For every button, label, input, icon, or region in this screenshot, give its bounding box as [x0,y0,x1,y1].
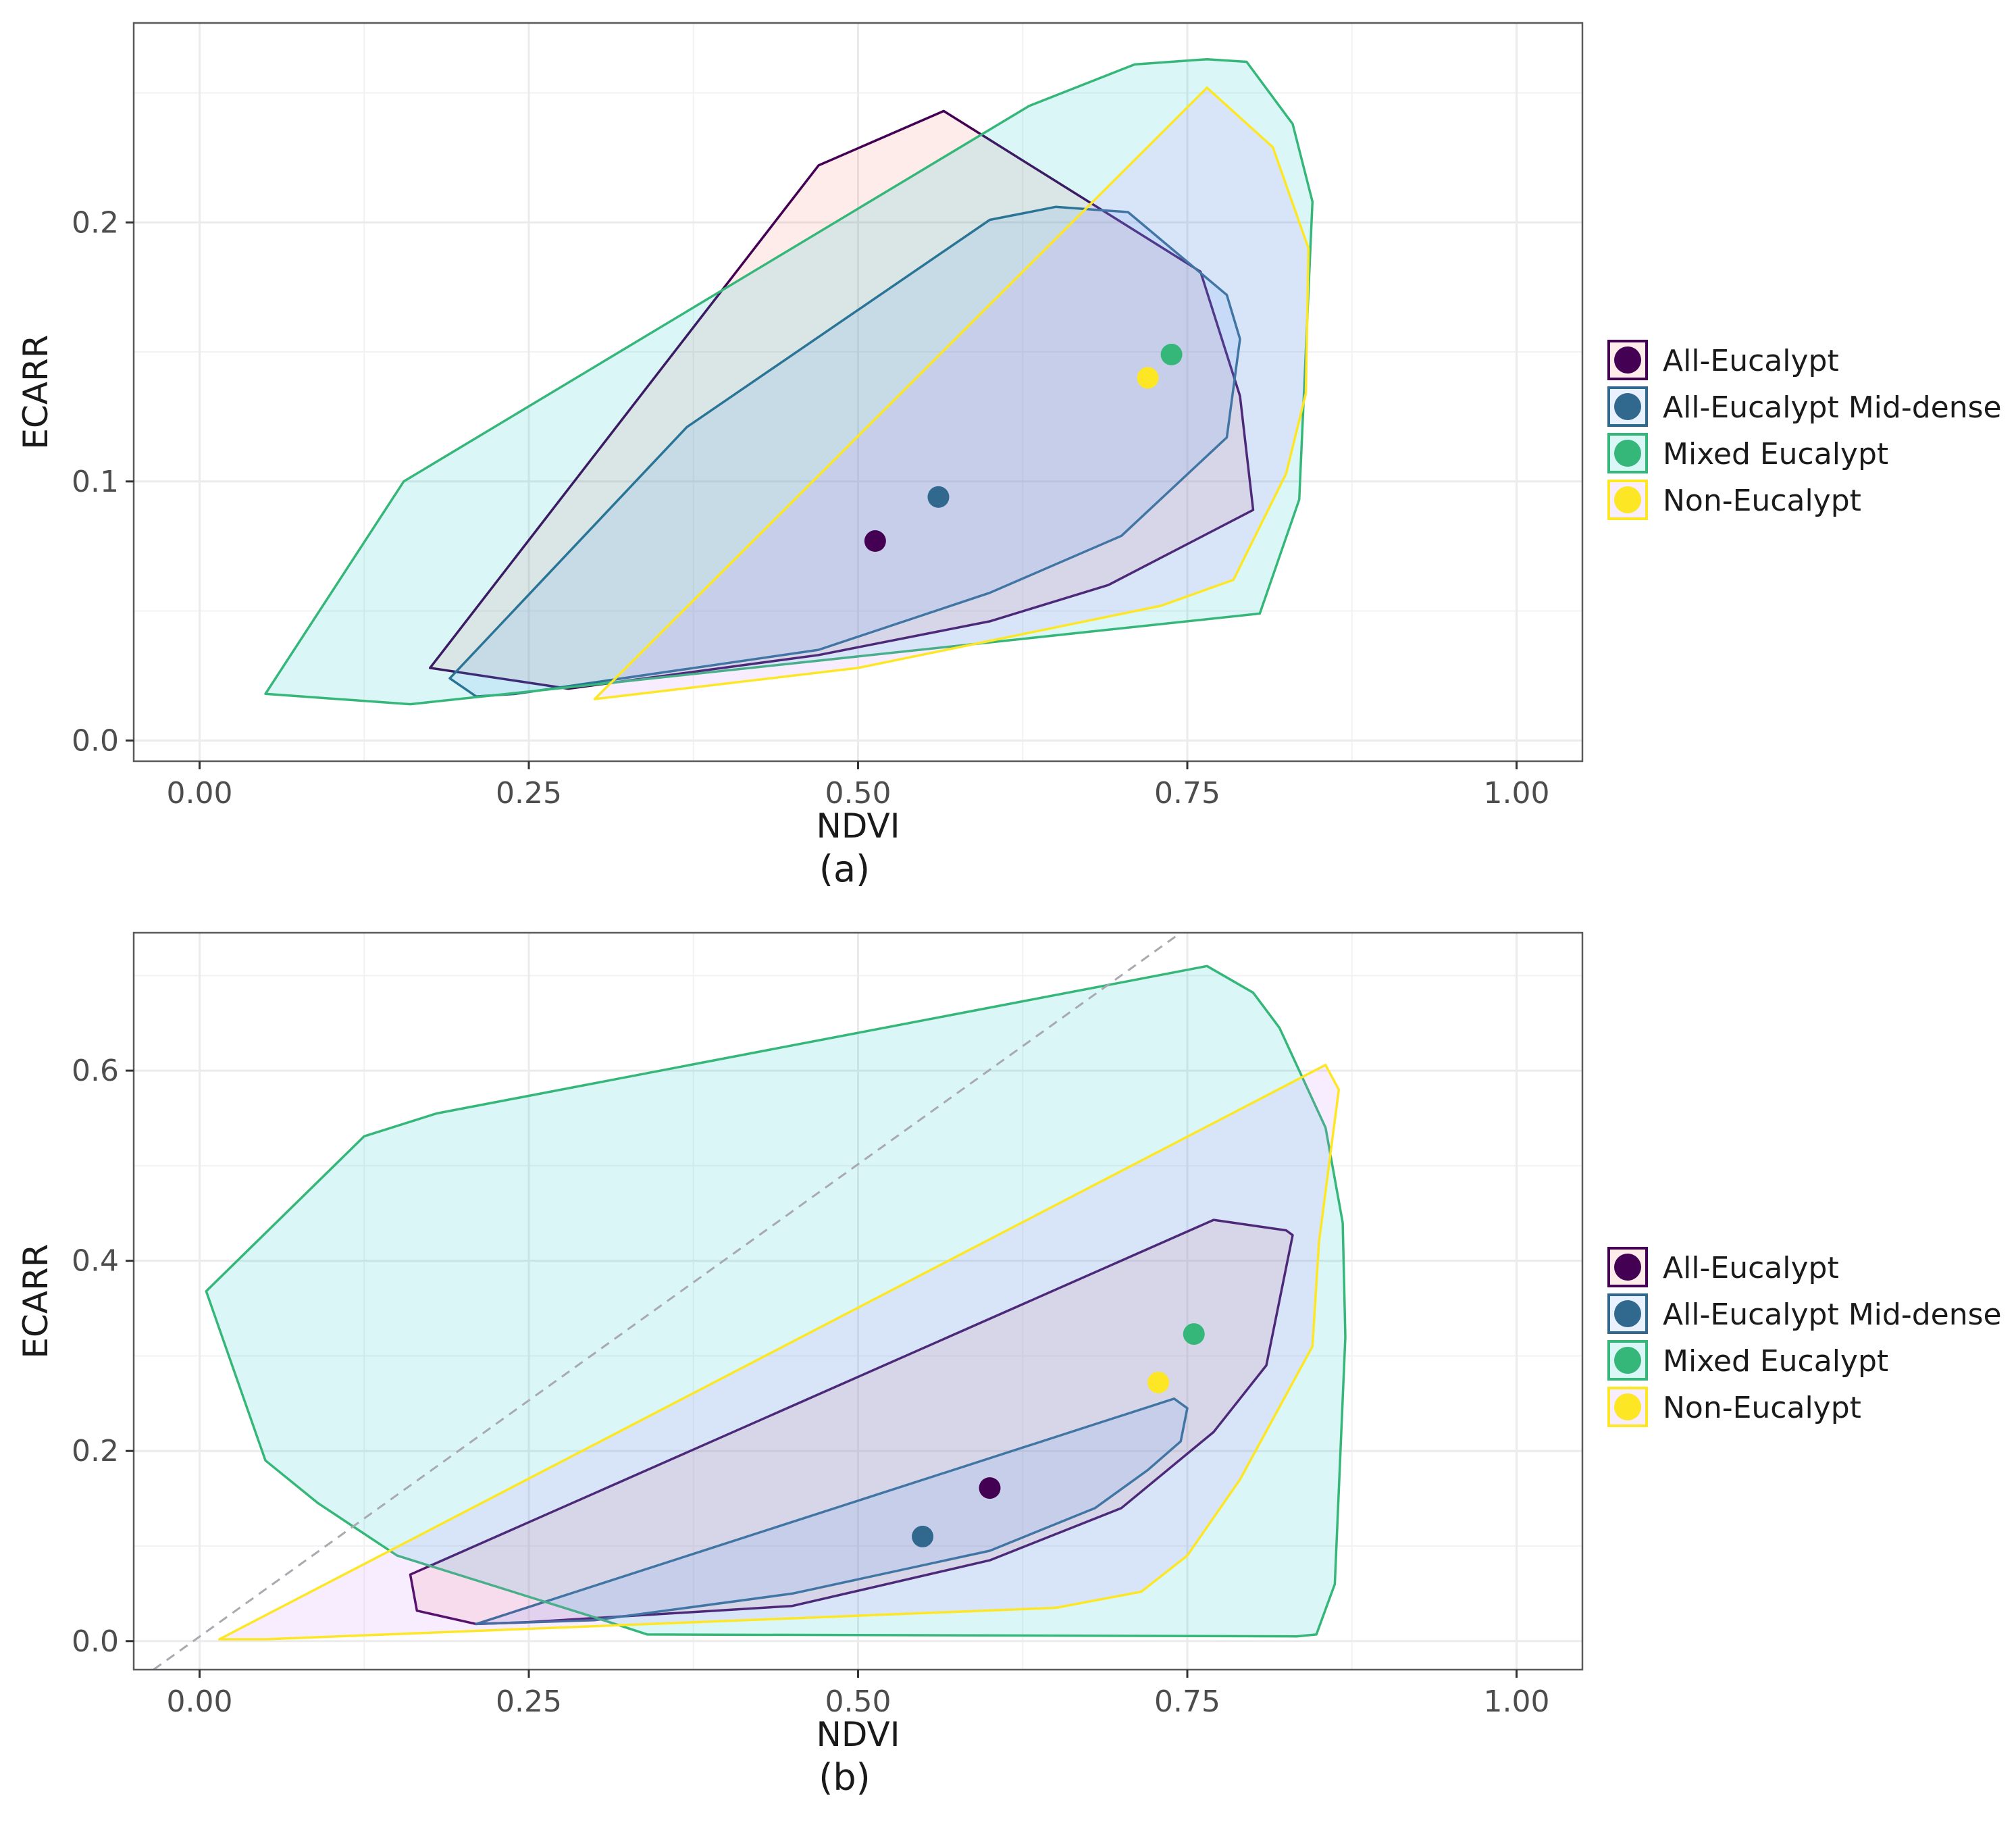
legend: All-Eucalypt All-Eucalypt Mid-dense Mixed … [1607,340,2002,520]
legend-key-dot [1614,1347,1641,1374]
legend-key-dot [1614,1393,1641,1420]
x-tick-label: 0.00 [167,1685,233,1719]
legend-label: All-Eucalypt [1663,1251,1839,1285]
centroid-mixed-eucalypt [1183,1323,1205,1345]
centroid-all-eucalypt [864,530,886,552]
centroid-all-eucalypt-mid-dense [927,486,950,508]
hull-mixed-eucalypt [205,965,1347,1638]
legend: All-Eucalypt All-Eucalypt Mid-dense Mixed … [1607,1247,2002,1427]
plot-area [264,57,1314,706]
centroid-all-eucalypt-mid-dense [912,1525,934,1547]
panel-b: 0.00 0.25 0.50 0.75 1.00 0.0 0.2 0.4 0.6 NDVI ECAR… [16,931,2002,1799]
y-tick-label: 0.0 [72,723,119,758]
panel-label: (a) [819,848,870,890]
y-tick-label: 0.0 [72,1624,119,1659]
hull-non-eucalypt [593,86,1310,700]
legend-label: Non-Eucalypt [1663,1391,1861,1425]
x-tick-label: 0.50 [825,776,891,811]
legend-key-dot [1614,440,1641,467]
centroid-mixed-eucalypt [1160,343,1183,365]
y-tick-label: 0.1 [72,465,119,499]
legend-label: All-Eucalypt [1663,344,1839,378]
x-tick-label: 0.75 [1154,1685,1220,1719]
hull-all-eucalypt-mid-dense [475,1397,1189,1626]
x-tick-label: 0.00 [167,776,233,811]
y-axis-title: ECARR [16,334,55,449]
legend-key-dot [1614,1300,1641,1327]
hull-non-eucalypt [218,1063,1341,1641]
x-tick-label: 1.00 [1484,776,1550,811]
x-tick-label: 0.25 [496,776,562,811]
centroid-non-eucalypt [1137,367,1159,389]
legend-label: All-Eucalypt Mid-dense [1663,390,2002,425]
y-tick-label: 0.2 [72,1434,119,1468]
x-axis-title: NDVI [817,1715,900,1754]
plot-area [153,933,1347,1670]
y-tick-label: 0.6 [72,1054,119,1088]
y-tick-label: 0.2 [72,205,119,240]
legend-label: Non-Eucalypt [1663,484,1861,518]
legend-key-dot [1614,346,1641,374]
panel-a: 0.00 0.25 0.50 0.75 1.00 0.0 0.1 0.2 NDVI ECARR (a… [16,22,2002,890]
legend-label: Mixed Eucalypt [1663,1344,1888,1379]
centroid-non-eucalypt [1147,1371,1170,1393]
x-axis-title: NDVI [817,806,900,846]
centroid-all-eucalypt [979,1477,1001,1499]
legend-key-dot [1614,393,1641,420]
x-tick-label: 0.25 [496,1685,562,1719]
hull-mixed-eucalypt [264,57,1314,706]
legend-label: All-Eucalypt Mid-dense [1663,1297,2002,1332]
x-tick-label: 0.50 [825,1685,891,1719]
y-tick-label: 0.4 [72,1244,119,1279]
legend-key-dot [1614,1254,1641,1281]
legend-label: Mixed Eucalypt [1663,437,1888,471]
x-tick-label: 1.00 [1484,1685,1550,1719]
panel-label: (b) [819,1756,870,1799]
x-tick-label: 0.75 [1154,776,1220,811]
hull-all-eucalypt [428,109,1255,690]
y-axis-title: ECARR [16,1243,55,1358]
legend-key-dot [1614,486,1641,513]
